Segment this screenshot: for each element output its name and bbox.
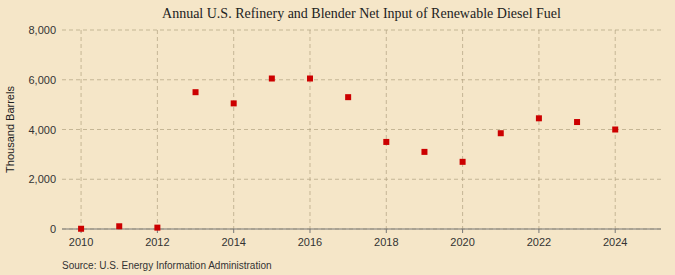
x-tick [538, 229, 539, 233]
x-grid-line [233, 30, 234, 229]
point [421, 149, 427, 155]
chart: Annual U.S. Refinery and Blender Net Inp… [0, 0, 675, 275]
x-grid-line [81, 30, 82, 229]
point [574, 119, 580, 125]
point [116, 223, 122, 229]
x-tick [386, 229, 387, 233]
x-grid-line [157, 30, 158, 229]
y-tick-label: 2,000 [28, 173, 56, 185]
y-grid-line [62, 79, 661, 80]
y-tick-label: 8,000 [28, 24, 56, 36]
y-tick-label: 0 [50, 223, 56, 235]
point [269, 76, 275, 82]
background [0, 0, 675, 275]
x-grid-line [309, 30, 310, 229]
x-grid-line [538, 30, 539, 229]
x-tick [615, 229, 616, 233]
x-grid-line [386, 30, 387, 229]
point [460, 159, 466, 165]
x-tick-label: 2020 [450, 236, 474, 248]
x-axis-line [62, 229, 661, 230]
y-grid-line [62, 179, 661, 180]
x-tick [462, 229, 463, 233]
x-tick-label: 2024 [603, 236, 627, 248]
point [307, 76, 313, 82]
x-tick-label: 2012 [145, 236, 169, 248]
point [231, 100, 237, 106]
y-grid-line [62, 30, 661, 31]
x-grid-line [462, 30, 463, 229]
x-tick [309, 229, 310, 233]
points [78, 76, 618, 232]
x-tick-label: 2016 [298, 236, 322, 248]
source-note: Source: U.S. Energy Information Administ… [62, 260, 272, 271]
point [612, 127, 618, 133]
y-tick-label: 6,000 [28, 74, 56, 86]
y-grid-line [62, 229, 661, 230]
y-axis-label: Thousand Barrels [4, 86, 16, 173]
chart-container: Annual U.S. Refinery and Blender Net Inp… [0, 0, 675, 275]
point [193, 89, 199, 95]
y-grid-line [62, 129, 661, 130]
point [536, 115, 542, 121]
point [345, 94, 351, 100]
point [154, 225, 160, 231]
x-tick-label: 2018 [374, 236, 398, 248]
x-tick-label: 2014 [221, 236, 245, 248]
y-tick-label: 4,000 [28, 124, 56, 136]
point [78, 226, 84, 232]
title: Annual U.S. Refinery and Blender Net Inp… [162, 6, 561, 21]
point [383, 139, 389, 145]
point [498, 130, 504, 136]
x-tick-label: 2010 [69, 236, 93, 248]
grid [62, 30, 661, 229]
x-tick-label: 2022 [527, 236, 551, 248]
x-tick [233, 229, 234, 233]
